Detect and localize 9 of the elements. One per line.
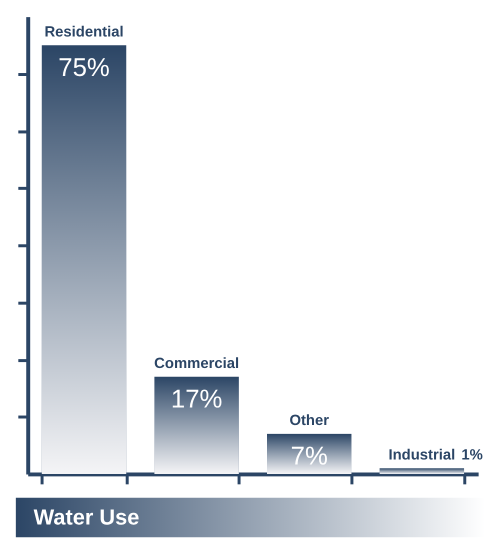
text: Water Use <box>34 504 140 530</box>
x-tick-label: Commercial <box>154 356 240 372</box>
data-label: 7% <box>290 442 328 471</box>
x-tick-label: Other <box>289 413 330 430</box>
x-tick-label: Industrial <box>388 447 456 464</box>
data-label: 1% <box>461 447 483 464</box>
data-label: 75% <box>58 54 110 82</box>
data-label: 17% <box>170 385 222 414</box>
x-tick-label: Residential <box>44 24 124 40</box>
